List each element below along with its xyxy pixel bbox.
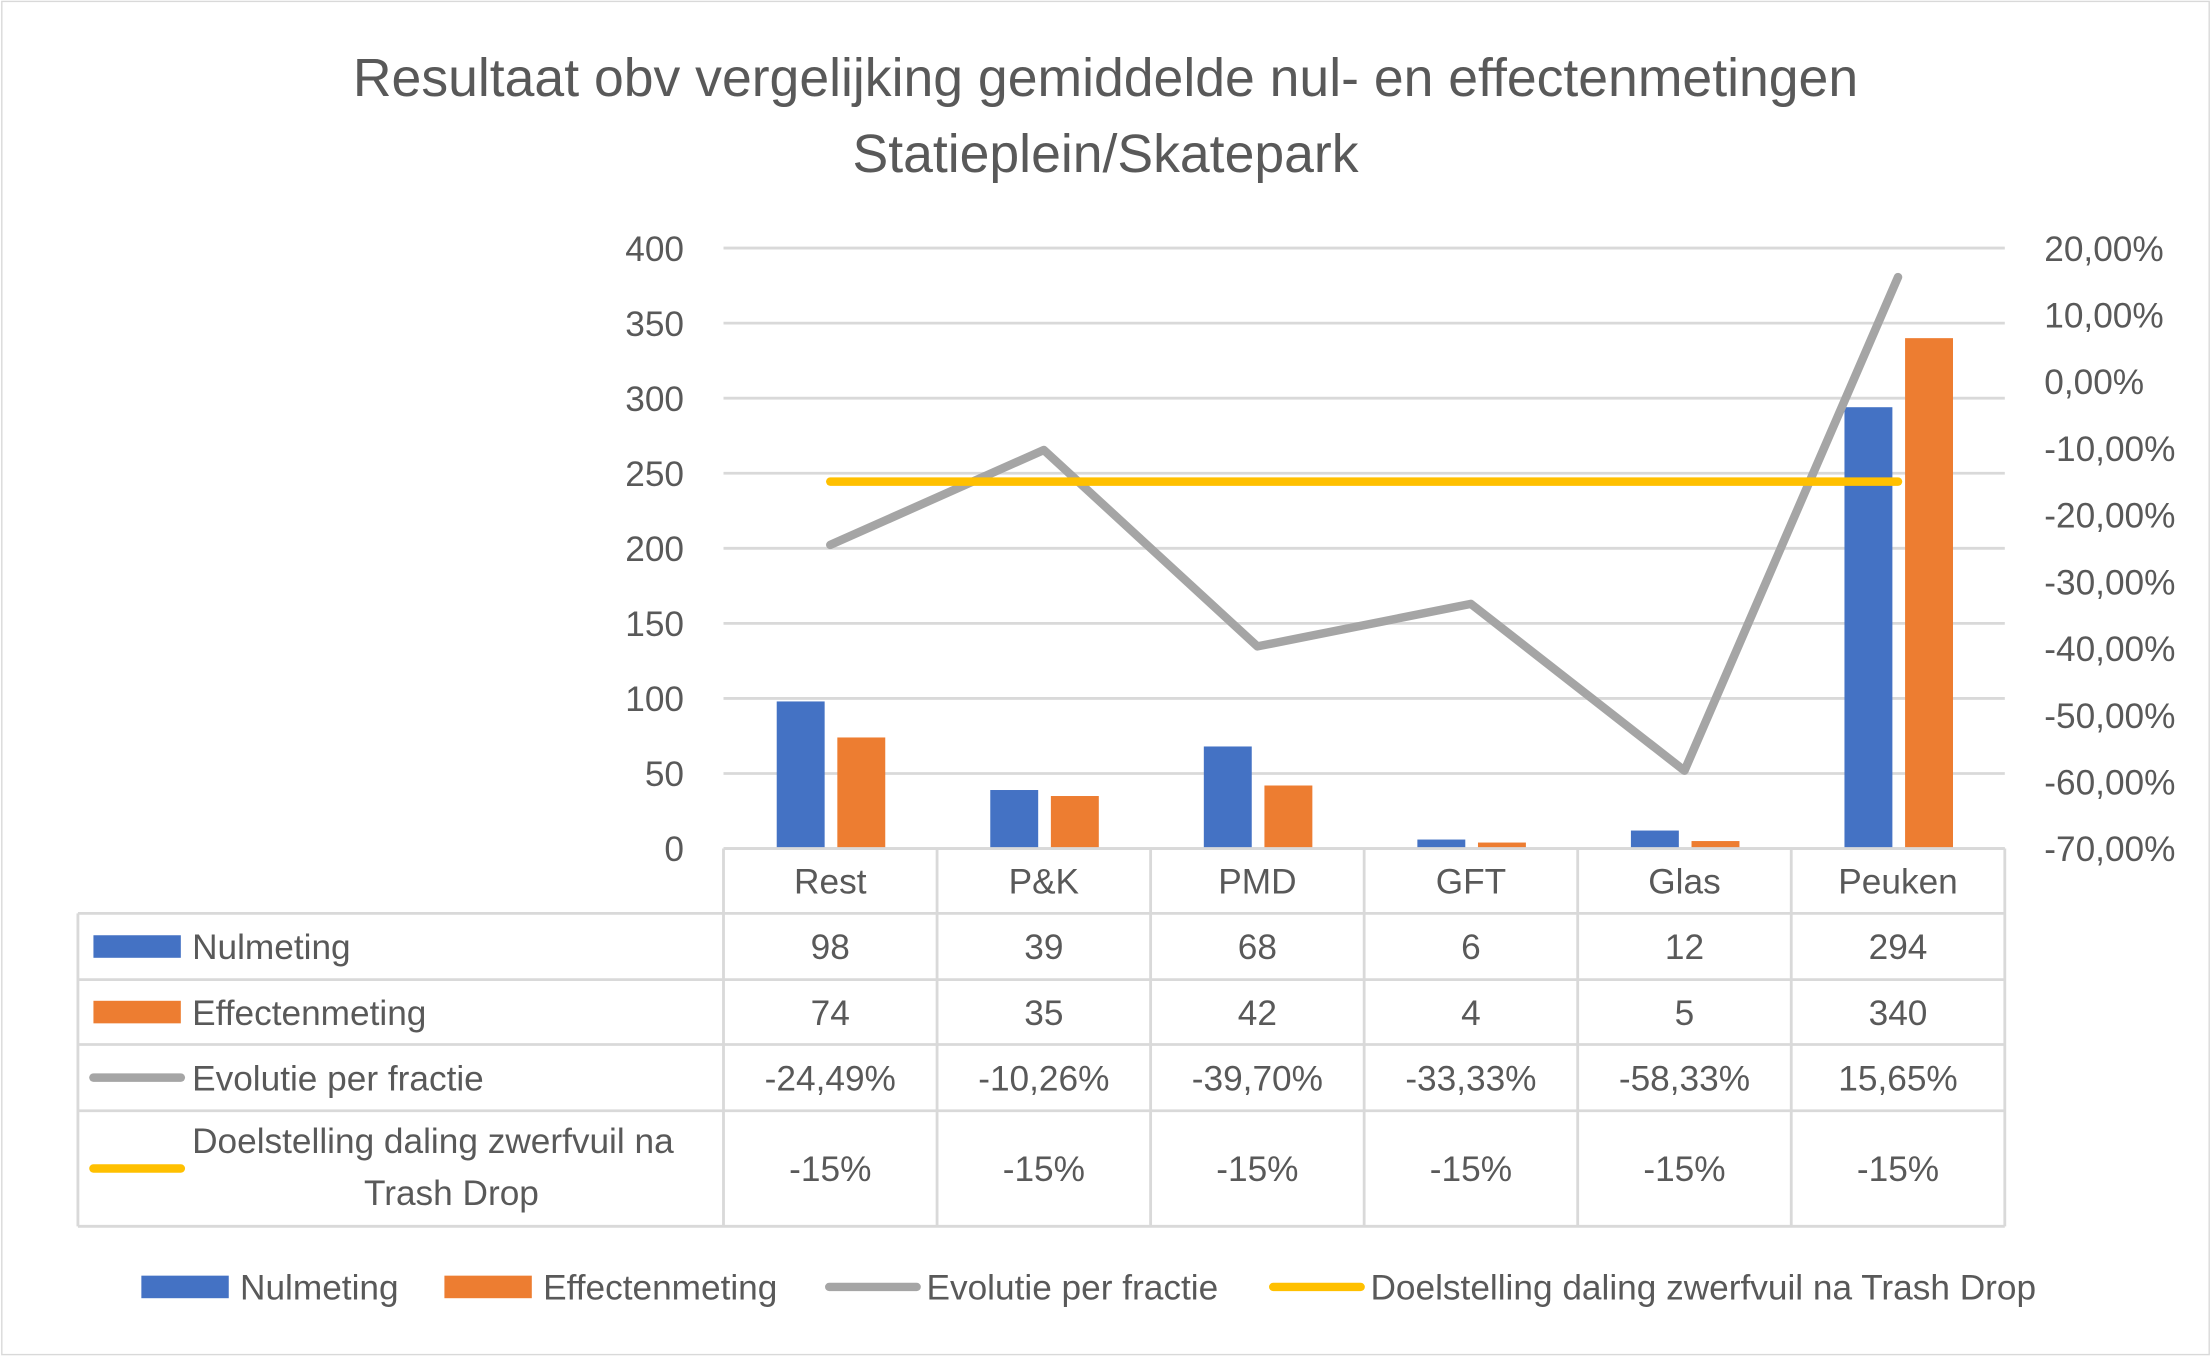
table-row-label: Evolutie per fractie <box>192 1059 484 1098</box>
right-axis-tick-label: -10,00% <box>2044 430 2175 469</box>
table-cell: 6 <box>1461 928 1481 967</box>
left-axis-tick-label: 300 <box>625 380 684 419</box>
left-axis-tick-label: 50 <box>645 755 684 794</box>
right-axis-tick-label: 0,00% <box>2044 363 2144 402</box>
table-row-label-line2: Trash Drop <box>364 1174 539 1213</box>
table-cell: 68 <box>1238 928 1277 967</box>
legend-key-1 <box>444 1275 532 1299</box>
legend-label: Doelstelling daling zwerfvuil na Trash D… <box>1370 1269 2036 1308</box>
category-label: GFT <box>1436 863 1506 902</box>
category-label: Rest <box>794 863 867 902</box>
table-cell: -39,70% <box>1192 1059 1323 1098</box>
table-cell: -15% <box>1003 1150 1085 1189</box>
bar-nulmeting <box>1844 407 1893 849</box>
table-cell: -33,33% <box>1405 1059 1536 1098</box>
left-axis-tick-label: 350 <box>625 305 684 344</box>
table-cell: 35 <box>1024 994 1063 1033</box>
category-label: Glas <box>1648 863 1720 902</box>
bar-nulmeting <box>1203 746 1252 849</box>
left-axis-tick-label: 250 <box>625 455 684 494</box>
bar-nulmeting <box>1417 839 1466 849</box>
right-axis-tick-label: -60,00% <box>2044 764 2175 803</box>
legend-label: Evolutie per fractie <box>926 1269 1218 1308</box>
legend-label: Nulmeting <box>240 1269 399 1308</box>
right-axis-tick-label: -30,00% <box>2044 563 2175 602</box>
table-cell: -15% <box>789 1150 871 1189</box>
legend-key-1 <box>93 1000 181 1024</box>
left-axis-tick-label: 400 <box>625 230 684 269</box>
table-cell: 15,65% <box>1838 1059 1957 1098</box>
bar-effectenmeting <box>1264 785 1313 849</box>
table-cell: 39 <box>1024 928 1063 967</box>
bar-nulmeting <box>990 790 1039 849</box>
right-axis-tick-label: -20,00% <box>2044 497 2175 536</box>
bar-nulmeting <box>1630 830 1679 849</box>
table-cell: 340 <box>1869 994 1928 1033</box>
legend-key-0 <box>141 1275 229 1299</box>
category-label: Peuken <box>1838 863 1957 902</box>
table-cell: 12 <box>1665 928 1704 967</box>
table-row-label: Nulmeting <box>192 928 351 967</box>
bar-effectenmeting <box>1691 841 1740 849</box>
table-row-label: Effectenmeting <box>192 994 426 1033</box>
right-axis-tick-label: -40,00% <box>2044 630 2175 669</box>
left-axis-tick-label: 0 <box>664 830 684 869</box>
bar-effectenmeting <box>1477 842 1526 849</box>
left-axis-tick-label: 200 <box>625 530 684 569</box>
table-row-label-line1: Doelstelling daling zwerfvuil na <box>192 1122 674 1161</box>
right-axis-tick-label: 10,00% <box>2044 296 2163 335</box>
category-label: PMD <box>1218 863 1296 902</box>
right-axis-tick-label: -70,00% <box>2044 830 2175 869</box>
bar-effectenmeting <box>1050 796 1099 849</box>
table-cell: 5 <box>1675 994 1695 1033</box>
table-cell: -10,26% <box>978 1059 1109 1098</box>
table-cell: 74 <box>811 994 850 1033</box>
table-cell: -58,33% <box>1619 1059 1750 1098</box>
bar-effectenmeting <box>837 737 886 849</box>
left-axis-tick-label: 100 <box>625 680 684 719</box>
table-cell: -15% <box>1430 1150 1512 1189</box>
chart-subtitle: Statieplein/Skatepark <box>852 125 1358 184</box>
legend-label: Effectenmeting <box>543 1269 777 1308</box>
line-series-evolutie <box>826 272 1903 775</box>
table-cell: 42 <box>1238 994 1277 1033</box>
table-cell: 98 <box>811 928 850 967</box>
table-cell: -15% <box>1857 1150 1939 1189</box>
category-label: P&K <box>1009 863 1080 902</box>
bar-nulmeting <box>776 701 825 849</box>
table-cell: -24,49% <box>765 1059 896 1098</box>
left-axis-tick-label: 150 <box>625 605 684 644</box>
table-cell: 294 <box>1869 928 1928 967</box>
bar-effectenmeting <box>1905 338 1953 849</box>
right-axis-tick-label: -50,00% <box>2044 697 2175 736</box>
chart-title: Resultaat obv vergelijking gemiddelde nu… <box>353 49 1858 108</box>
legend-key-0 <box>93 935 181 958</box>
table-cell: -15% <box>1216 1150 1298 1189</box>
table-cell: -15% <box>1643 1150 1725 1189</box>
table-cell: 4 <box>1461 994 1481 1033</box>
right-axis-tick-label: 20,00% <box>2044 230 2163 269</box>
